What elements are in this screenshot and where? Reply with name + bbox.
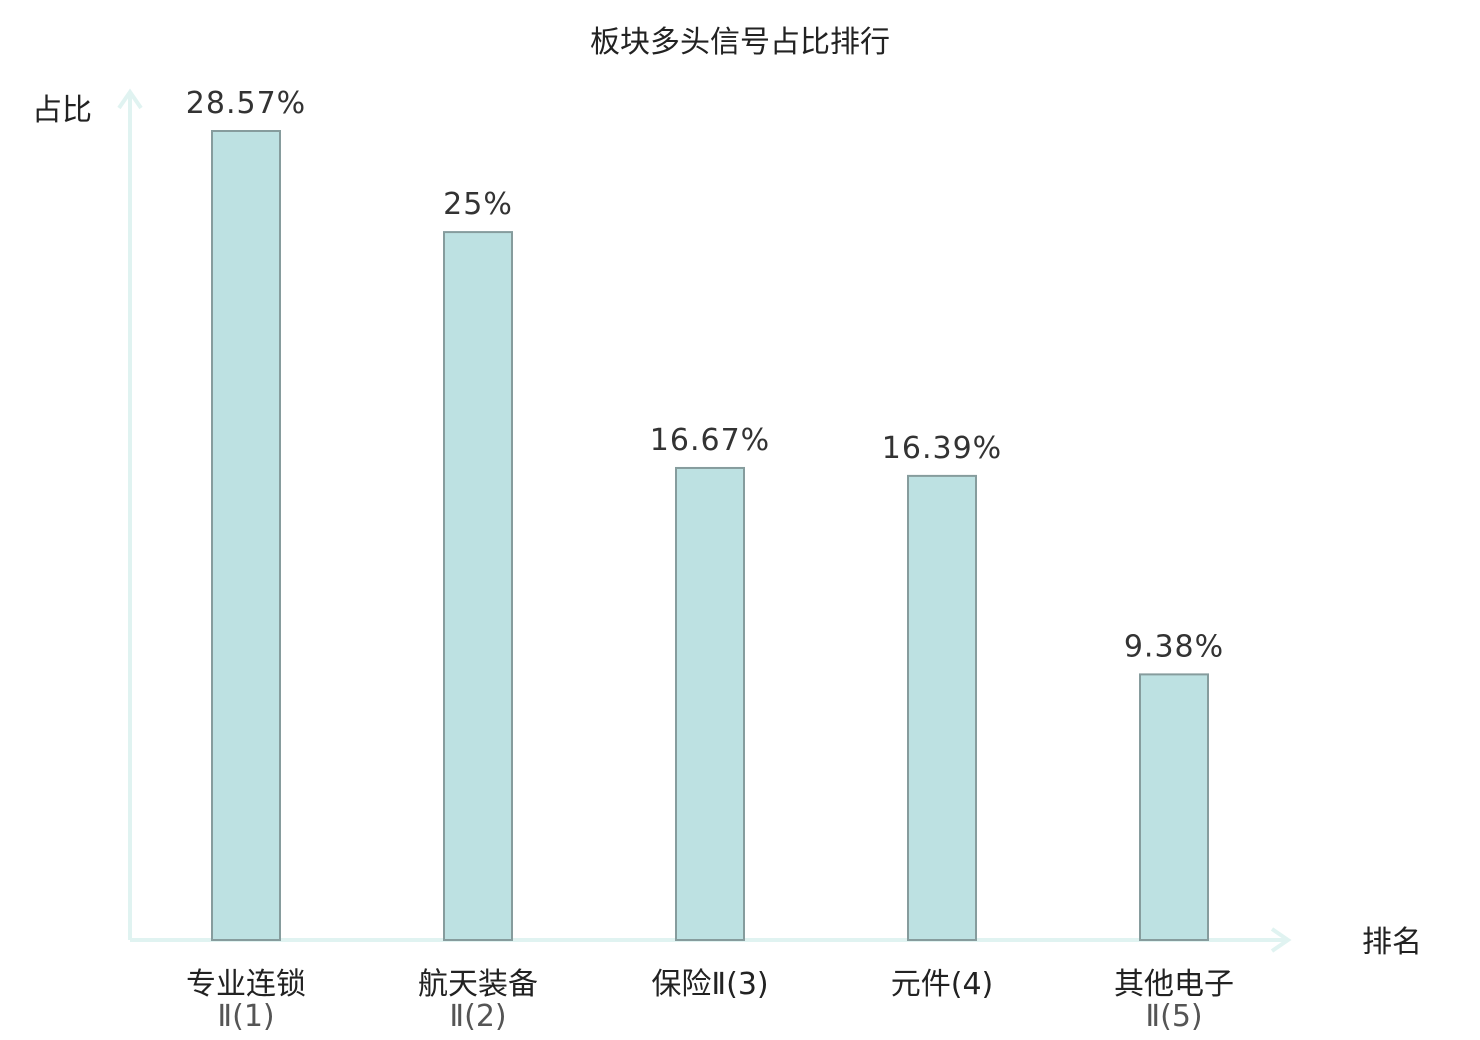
category-label-5-line2: Ⅱ(5) [1145, 999, 1202, 1034]
value-labels: 28.57% 25% 16.67% 16.39% 9.38% [186, 86, 1224, 664]
category-label-3: 保险Ⅱ(3) [651, 967, 768, 1002]
bar-2 [443, 231, 513, 941]
bar-series [211, 130, 1209, 941]
bar-4 [907, 474, 977, 941]
value-label-1: 28.57% [186, 86, 306, 121]
category-label-5: 其他电子 [1114, 967, 1234, 1002]
category-label-2-line2: Ⅱ(2) [449, 999, 506, 1034]
bar-3 [675, 466, 745, 941]
category-label-1-line2: Ⅱ(1) [217, 999, 274, 1034]
category-label-2: 航天装备 [418, 967, 538, 1002]
category-label-1: 专业连锁 [186, 967, 306, 1002]
bar-5 [1139, 673, 1209, 941]
value-label-3: 16.67% [650, 423, 770, 458]
y-axis [117, 88, 143, 940]
bar-1 [211, 130, 281, 941]
value-label-2: 25% [443, 187, 513, 222]
y-axis-label: 占比 [32, 93, 92, 128]
category-label-4: 元件(4) [891, 967, 994, 1002]
x-axis-label: 排名 [1362, 925, 1422, 960]
value-label-5: 9.38% [1124, 629, 1224, 664]
value-label-4: 16.39% [882, 431, 1002, 466]
chart-title: 板块多头信号占比排行 [590, 25, 890, 60]
